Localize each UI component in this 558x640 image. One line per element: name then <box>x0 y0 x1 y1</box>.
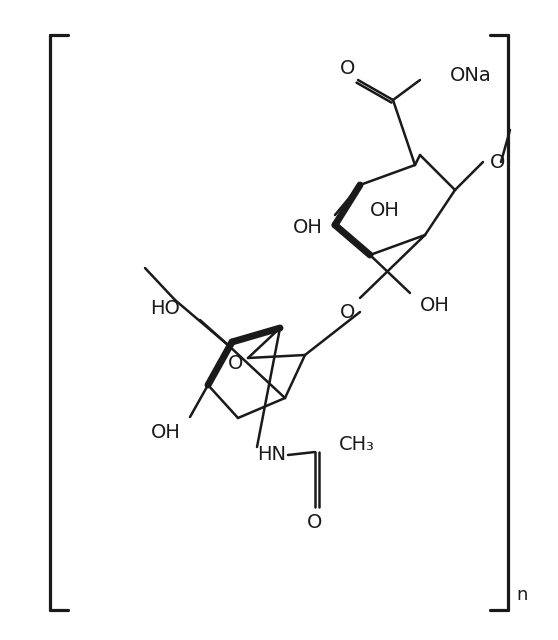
Text: O: O <box>228 353 244 372</box>
Text: OH: OH <box>151 424 181 442</box>
Text: OH: OH <box>370 200 400 220</box>
Text: n: n <box>516 586 528 604</box>
Text: O: O <box>340 303 355 321</box>
Text: OH: OH <box>420 296 450 314</box>
Text: O: O <box>307 513 323 531</box>
Text: OH: OH <box>293 218 323 237</box>
Text: O: O <box>490 152 506 172</box>
Text: CH₃: CH₃ <box>339 435 375 454</box>
Text: ONa: ONa <box>450 65 492 84</box>
Text: O: O <box>340 58 355 77</box>
Text: HO: HO <box>150 298 180 317</box>
Text: HN: HN <box>257 445 286 465</box>
